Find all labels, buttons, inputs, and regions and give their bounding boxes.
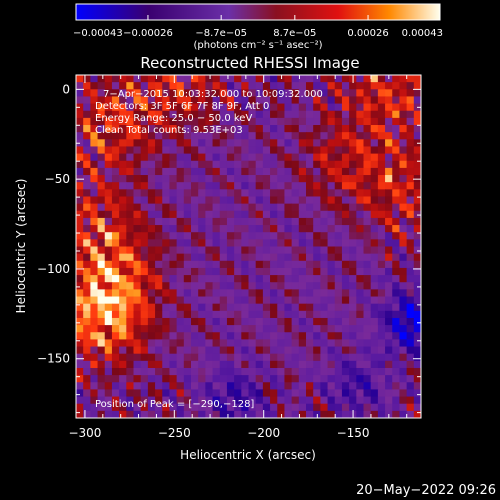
annotation-line: 7−Apr−2015 10:03:32.000 to 10:09:32.000 [103,89,323,100]
colorbar-tick-label: 8.7e−05 [273,28,316,39]
x-axis-label: Heliocentric X (arcsec) [180,448,316,462]
timestamp: 20−May−2022 09:26 [356,483,496,498]
x-tick-label: −150 [337,426,370,440]
peak-position-label: Position of Peak = [−290,−128] [95,399,254,410]
annotation-line: Detectors: 3F 5F 6F 7F 8F 9F, Att 0 [95,101,269,112]
y-tick-label: −150 [37,352,70,366]
colorbar [75,3,441,21]
colorbar-units: (photons cm⁻² s⁻¹ asec⁻²) [193,40,322,51]
annotation-line: Energy Range: 25.0 − 50.0 keV [95,113,252,124]
colorbar-ticks: −0.00043 −0.00026 −8.7e−05 8.7e−05 0.00026 0.… [73,15,443,39]
x-tick-label: −200 [247,426,280,440]
colorbar-tick-label: −0.00026 [123,28,173,39]
colorbar-tick-label: −0.00043 [73,28,123,39]
heatmap-image [76,75,422,419]
x-tick-label: −300 [68,426,101,440]
annotation-block: 7−Apr−2015 10:03:32.000 to 10:09:32.000D… [95,89,323,136]
x-tick-label: −250 [158,426,191,440]
plot-frame [75,74,422,419]
y-tick-label: −100 [37,262,70,276]
axes: −300 −250 −200 −150 0 −50 −100 −150 [37,75,421,440]
colorbar-tick-label: −8.7e−05 [195,28,247,39]
chart-title: Reconstructed RHESSI Image [140,54,359,72]
colorbar-tick-label: 0.00026 [347,28,388,39]
colorbar-tick-label: 0.00043 [402,28,443,39]
y-tick-label: 0 [62,82,70,96]
annotation-line: Clean Total counts: 9.53E+03 [95,125,243,136]
y-axis-label: Heliocentric Y (arcsec) [14,179,28,314]
y-tick-label: −50 [45,172,70,186]
